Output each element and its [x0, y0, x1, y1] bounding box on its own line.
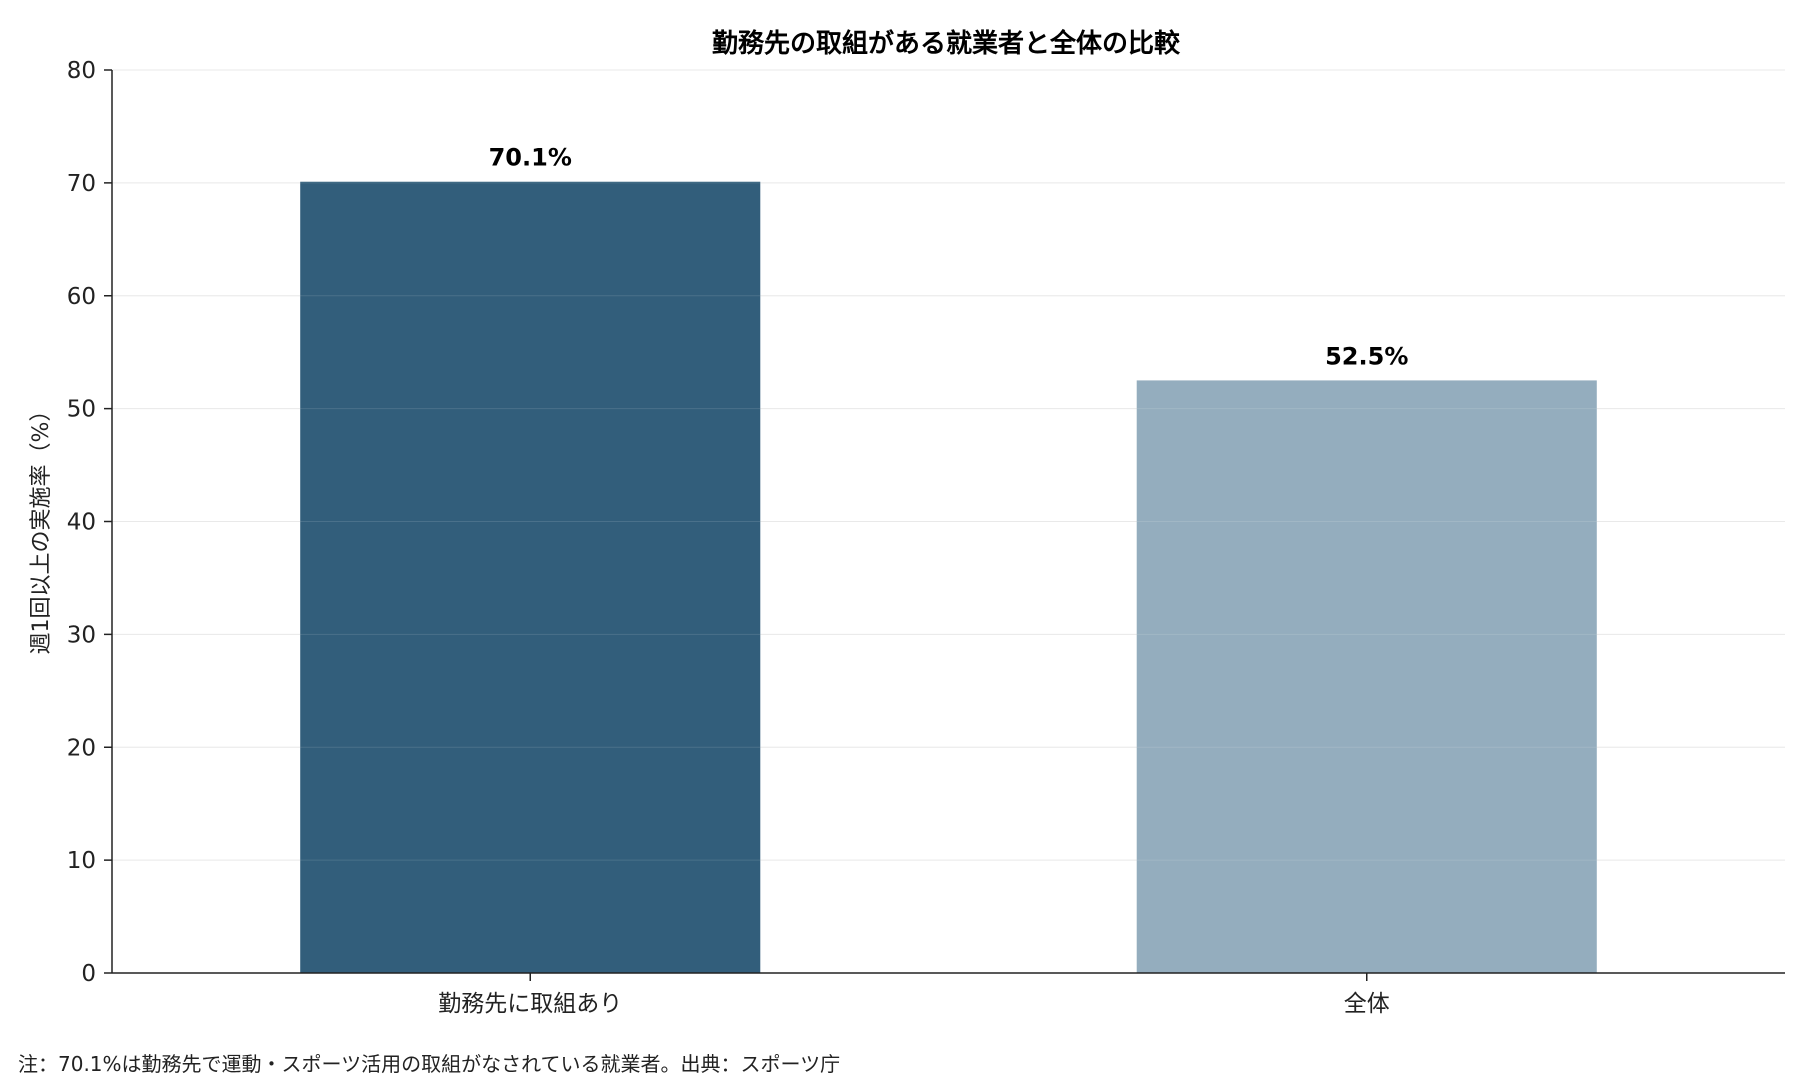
y-tick-label: 60: [67, 284, 96, 310]
y-tick-label: 30: [67, 622, 96, 648]
bar: [300, 181, 761, 974]
bar: [1136, 380, 1597, 973]
y-tick-label: 80: [67, 58, 96, 84]
y-tick-label: 10: [67, 848, 96, 874]
y-tick-label: 50: [67, 397, 96, 423]
x-tick-label: 勤務先に取組あり: [438, 991, 622, 1017]
bars: [112, 69, 1785, 974]
y-ticks: 0 10 20 30 40 50 60 70 80: [67, 58, 112, 987]
x-tick-label: 全体: [1344, 991, 1390, 1017]
y-tick-label: 40: [67, 510, 96, 536]
data-label: 70.1%: [489, 144, 572, 172]
y-tick-label: 20: [67, 735, 96, 761]
x-ticks: 勤務先に取組あり 全体: [438, 973, 1390, 1017]
y-tick-label: 0: [81, 961, 96, 987]
chart-title: 勤務先の取組がある就業者と全体の比較: [712, 28, 1181, 59]
y-tick-label: 70: [67, 171, 96, 197]
data-labels: 70.1% 52.5%: [489, 144, 1409, 371]
y-axis-title: 週1回以上の実施率（%）: [29, 400, 54, 655]
source-note: 注：70.1%は勤務先で運動・スポーツ活用の取組がなされている就業者。出典：スポ…: [18, 1052, 840, 1076]
data-label: 52.5%: [1325, 342, 1408, 370]
